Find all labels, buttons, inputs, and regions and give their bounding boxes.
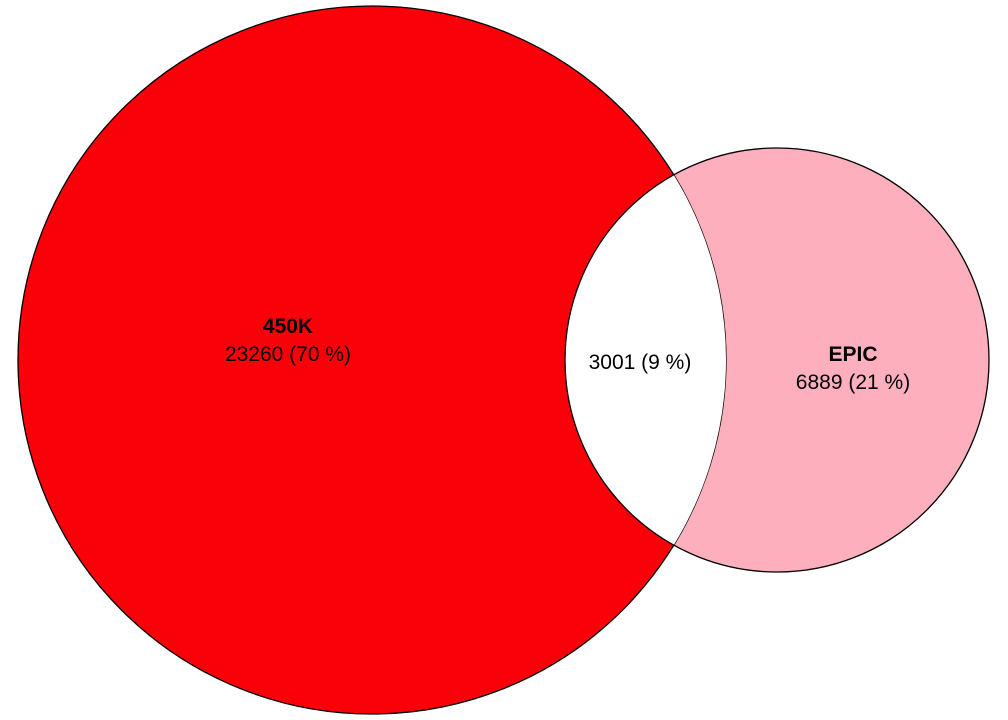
intersection-region [564, 147, 726, 573]
intersection-count-label: 3001 (9 %) [589, 351, 692, 374]
450k-set-name: 450K [263, 315, 313, 338]
epic-set-name: EPIC [828, 343, 877, 366]
epic-only-count-label: 6889 (21 %) [796, 371, 910, 394]
450k-only-count-label: 23260 (70 %) [225, 343, 351, 366]
